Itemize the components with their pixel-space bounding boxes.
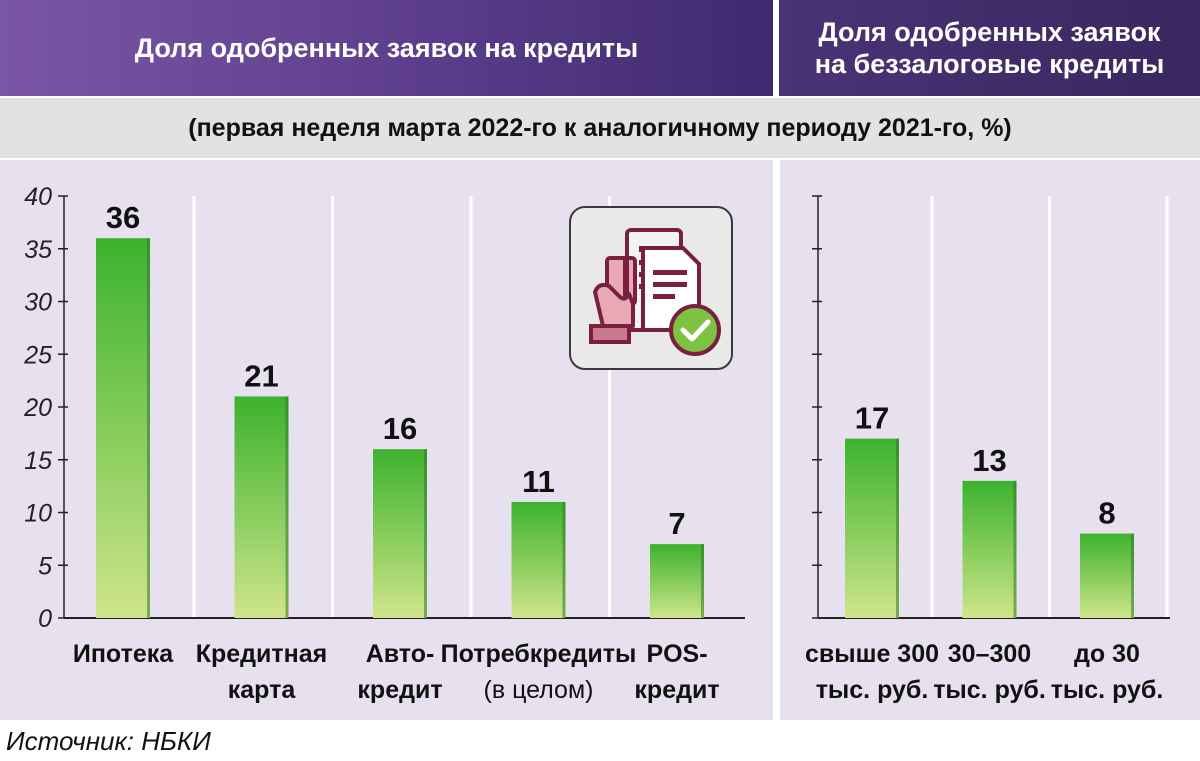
bar [962, 480, 1017, 618]
category-label: свыше 300 [805, 640, 939, 668]
right-chart-title-line1: Доля одобренных заявок [818, 17, 1161, 47]
y-tick-label: 15 [24, 447, 52, 475]
y-tick-label: 40 [24, 183, 52, 211]
category-label: кредит [357, 676, 442, 704]
bar-value-label: 7 [668, 506, 685, 541]
right-chart-header: Доля одобренных заявок на беззалоговые к… [779, 0, 1200, 96]
left-chart-header: Доля одобренных заявок на кредиты [0, 0, 773, 96]
category-label: кредит [634, 676, 719, 704]
y-tick-label: 5 [38, 552, 52, 580]
source-note: Источник: НБКИ [6, 726, 211, 756]
y-tick-label: 0 [38, 605, 52, 633]
category-label: POS- [646, 640, 707, 668]
credit-card-document-approved-icon [569, 206, 733, 370]
bar-value-label: 36 [106, 200, 140, 235]
category-label: тыс. руб. [1051, 676, 1164, 704]
bar-value-label: 11 [522, 464, 555, 499]
bar-shadow [1131, 533, 1134, 618]
category-label: (в целом) [484, 676, 594, 704]
category-label: 30–300 [948, 640, 1031, 668]
category-label: Потребкредиты [441, 640, 637, 668]
y-tick-label: 20 [23, 394, 52, 422]
bar [234, 396, 289, 618]
chart-subtitle: (первая неделя марта 2022-го к аналогичн… [188, 113, 1012, 142]
category-label: тыс. руб. [933, 676, 1046, 704]
bar-shadow [147, 238, 150, 618]
bar [845, 438, 899, 618]
subtitle-band: (первая неделя марта 2022-го к аналогичн… [0, 98, 1200, 158]
category-label: до 30 [1074, 640, 1140, 668]
bar-shadow [285, 396, 289, 618]
category-label: Кредитная [196, 640, 328, 668]
bar-shadow [424, 449, 427, 618]
bar-value-label: 17 [855, 401, 889, 436]
category-label: Авто- [366, 640, 435, 668]
bar [373, 449, 427, 618]
bar [96, 238, 150, 618]
bar-shadow [896, 438, 899, 618]
bar-value-label: 16 [383, 411, 417, 446]
bar-charts: 0 5 10 15 20 25 30 35 40 36 Ипотека 21 Кредитная карт… [23, 183, 1170, 704]
bar-value-label: 21 [244, 358, 278, 393]
bar [1080, 533, 1134, 618]
category-label: Ипотека [73, 640, 174, 668]
y-tick-label: 10 [24, 500, 52, 528]
bar-shadow [1013, 480, 1017, 618]
bar-value-label: 13 [972, 443, 1006, 478]
bar-shadow [562, 501, 566, 618]
bar-shadow [701, 544, 704, 618]
left-chart-title: Доля одобренных заявок на кредиты [134, 33, 639, 63]
y-tick-label: 35 [24, 236, 52, 264]
y-tick-label: 30 [24, 289, 52, 317]
bar [650, 544, 704, 618]
right-chart-title-line2: на беззалоговые кредиты [814, 49, 1165, 79]
category-label: тыс. руб. [816, 676, 929, 704]
category-label: карта [228, 676, 297, 704]
y-tick-label: 25 [23, 341, 52, 369]
bar-value-label: 8 [1098, 496, 1115, 531]
bar [511, 501, 566, 618]
